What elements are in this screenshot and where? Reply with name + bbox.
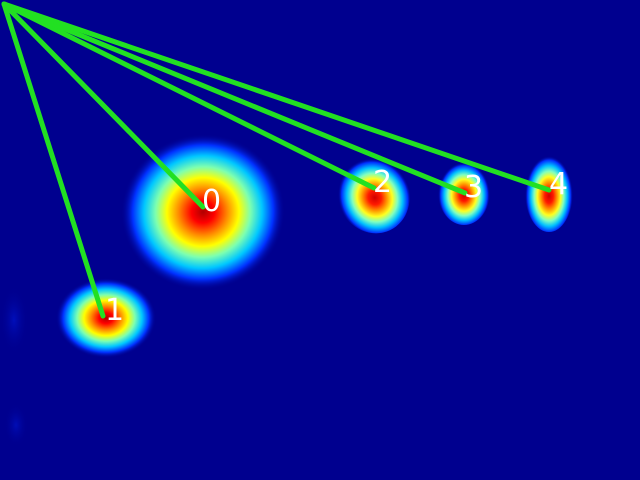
blob-label-2: 2 xyxy=(373,165,392,200)
blob-label-4: 4 xyxy=(549,167,568,202)
heat-blob-0 xyxy=(121,133,285,291)
connector-line-2 xyxy=(1,1,377,191)
blob-label-3: 3 xyxy=(464,170,483,205)
blob-label-0: 0 xyxy=(202,184,221,219)
faint-smudge xyxy=(0,286,28,354)
connector-line-3 xyxy=(1,1,468,196)
faint-smudge xyxy=(4,403,28,447)
heat-blob-2 xyxy=(336,154,410,234)
connector-line-1 xyxy=(1,1,106,319)
heat-blob-1 xyxy=(56,278,156,358)
connector-line-0 xyxy=(1,1,206,210)
connector-lines xyxy=(1,1,552,319)
blob-label-1: 1 xyxy=(105,293,124,328)
connector-line-4 xyxy=(1,1,552,193)
